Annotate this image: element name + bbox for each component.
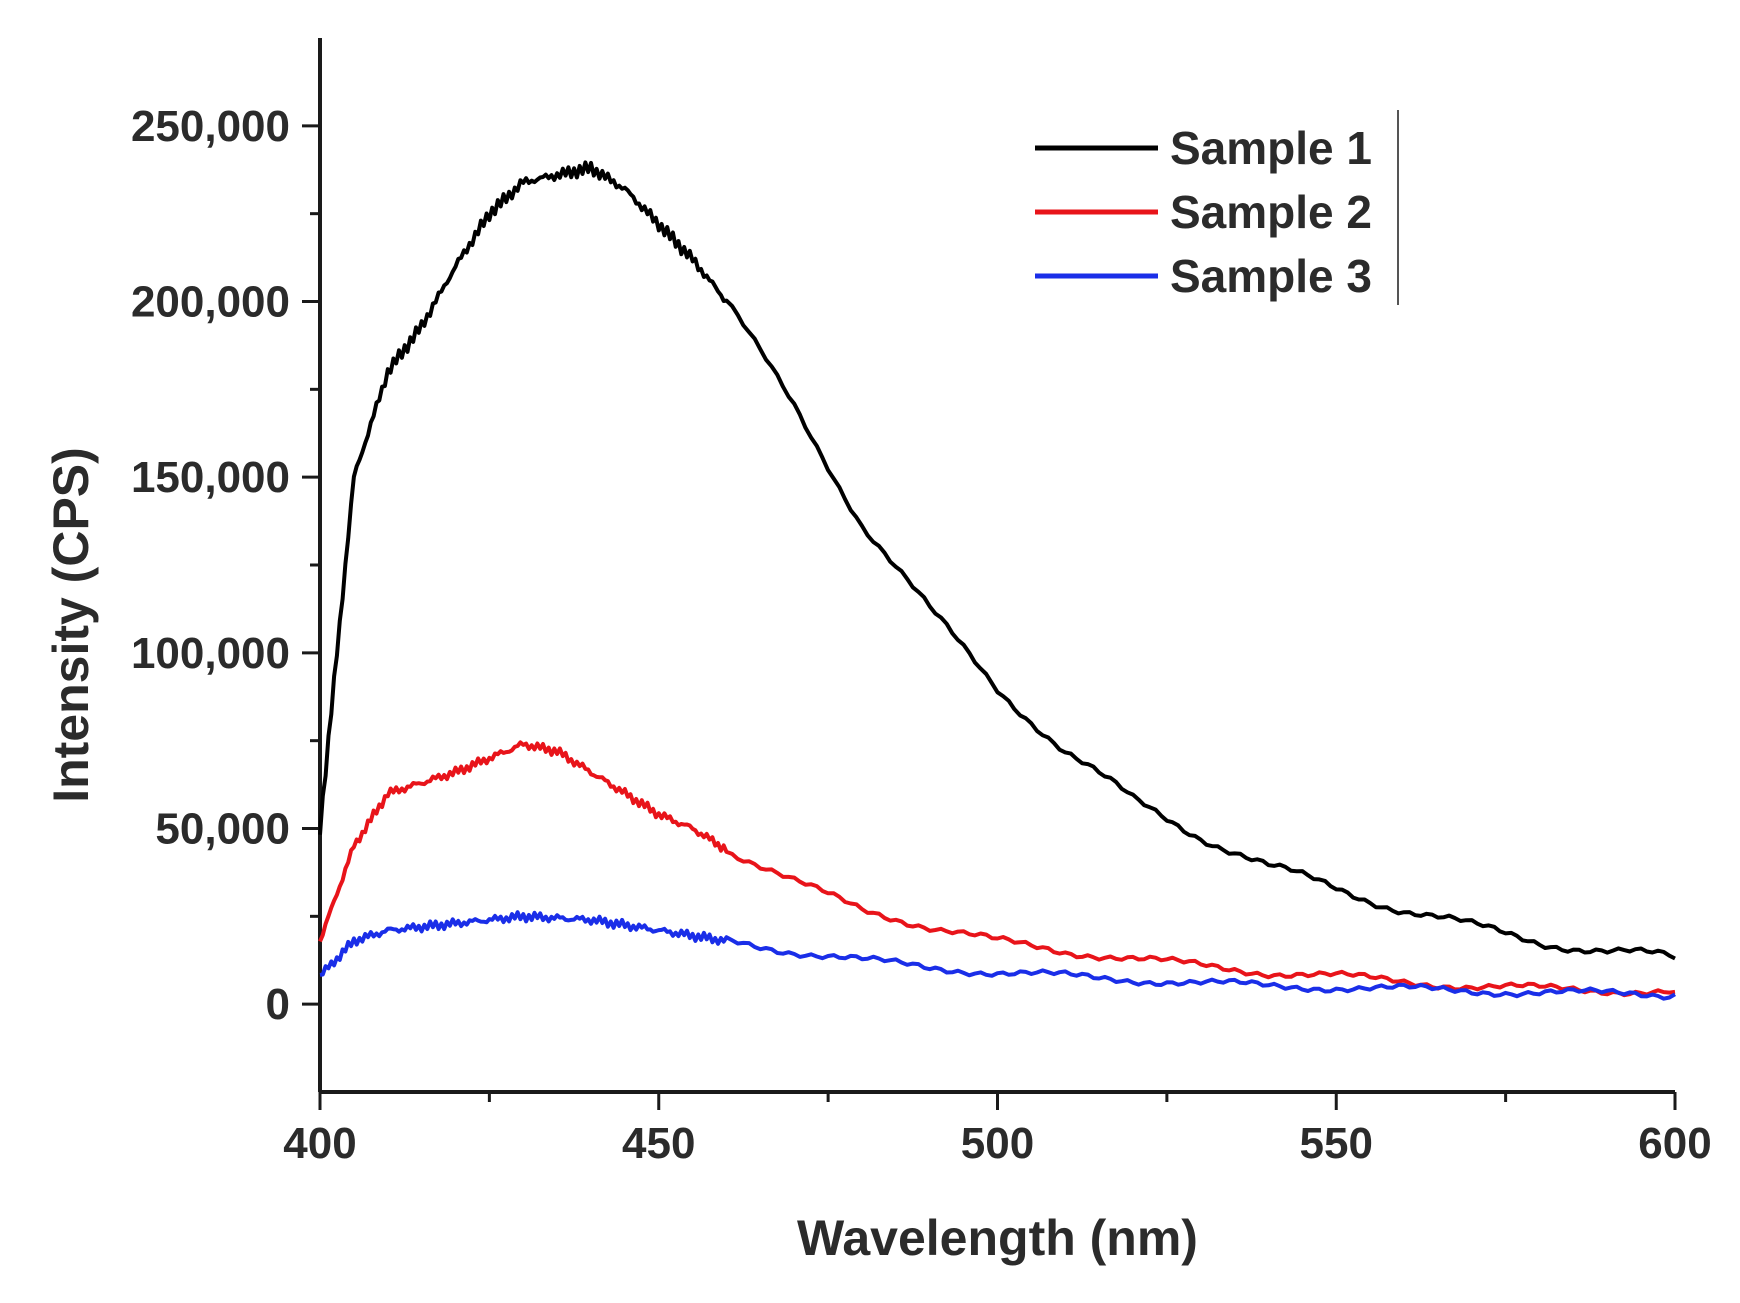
legend: Sample 1 Sample 2 Sample 3 (1035, 110, 1399, 305)
y-tick-label: 0 (266, 980, 290, 1029)
axes: 400 450 500 550 600 0 50,000 100,000 150,000 200,… (43, 38, 1712, 1266)
x-tick-label: 500 (961, 1119, 1034, 1168)
y-tick-label: 150,000 (131, 453, 290, 502)
y-axis-title: Intensity (CPS) (43, 447, 99, 803)
series-lines (318, 160, 1676, 1001)
legend-label-1: Sample 1 (1170, 122, 1372, 174)
series-line-2 (318, 740, 1676, 998)
y-tick-label: 200,000 (131, 278, 290, 327)
y-tick-label: 250,000 (131, 102, 290, 151)
y-tick-label: 100,000 (131, 629, 290, 678)
x-axis-title: Wavelength (nm) (797, 1210, 1198, 1266)
x-tick-label: 450 (622, 1119, 695, 1168)
x-tick-label: 400 (283, 1119, 356, 1168)
legend-label-3: Sample 3 (1170, 250, 1372, 302)
series-line-1 (318, 160, 1676, 961)
x-tick-label: 600 (1638, 1119, 1711, 1168)
legend-label-2: Sample 2 (1170, 186, 1372, 238)
y-tick-label: 50,000 (155, 805, 290, 854)
x-tick-label: 550 (1300, 1119, 1373, 1168)
series-line-3 (319, 910, 1676, 1001)
